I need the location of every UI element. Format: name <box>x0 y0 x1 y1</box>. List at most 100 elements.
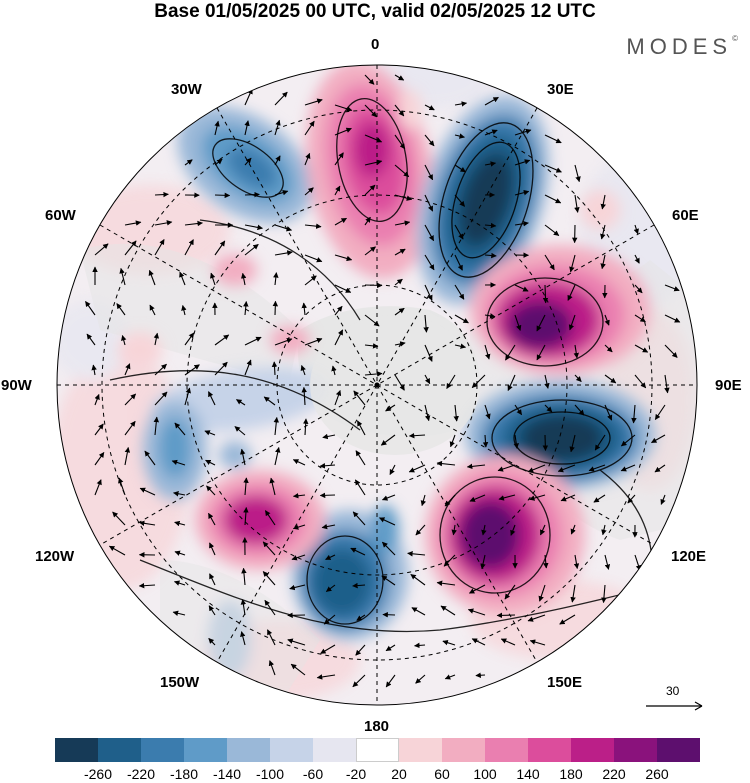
wind-vector-arrow <box>574 164 581 183</box>
wind-vector-arrow <box>334 152 344 166</box>
wind-vector-arrow <box>86 333 96 346</box>
wind-vector-arrow <box>91 364 97 376</box>
wind-vector-arrow <box>244 224 263 231</box>
wind-vector-arrow <box>209 542 216 556</box>
wind-vector-arrow <box>274 119 281 136</box>
wind-vector-arrow <box>304 275 317 286</box>
wind-vector-arrow <box>424 224 435 242</box>
wind-vector-arrow <box>573 554 580 570</box>
wind-vector-arrow <box>588 464 606 472</box>
wind-vector-arrow <box>267 629 276 646</box>
wind-vector-arrow <box>304 187 314 196</box>
wind-vector-arrow <box>484 96 499 106</box>
colorbar-segment <box>141 738 184 762</box>
wind-vector-arrow <box>594 434 606 451</box>
wind-vector-arrow <box>334 305 343 316</box>
wind-vector-arrow <box>627 494 636 504</box>
wind-vector-arrow <box>274 91 288 106</box>
wind-vector-arrow <box>289 584 306 591</box>
wind-vector-arrow <box>364 134 383 143</box>
wind-vector-arrow <box>394 278 403 286</box>
wind-vector-arrow <box>119 267 126 286</box>
wind-vector-arrow <box>382 541 396 556</box>
wind-vector-arrow <box>514 128 532 136</box>
wind-vector-arrow <box>121 334 127 346</box>
wind-vector-arrow <box>184 159 193 166</box>
wind-vector-arrow <box>660 494 666 505</box>
wind-vector-arrow <box>389 464 396 475</box>
wind-vector-arrow <box>94 479 102 496</box>
wind-vector-arrow <box>334 254 353 262</box>
wind-vector-arrow <box>274 155 281 166</box>
wind-vector-arrow <box>304 152 311 166</box>
wind-vector-arrow <box>454 343 467 349</box>
wind-vector-arrow <box>539 524 546 536</box>
wind-vector-arrow <box>601 524 607 536</box>
wind-vector-arrow <box>321 523 336 530</box>
wind-vector-arrow <box>292 459 306 466</box>
wind-vector-arrow <box>573 344 579 359</box>
wind-vector-arrow <box>334 127 352 136</box>
wind-vector-arrow <box>381 575 396 586</box>
wind-vector-arrow <box>334 104 353 112</box>
wind-vector-arrow <box>514 404 523 416</box>
wind-vector-arrow <box>171 459 186 466</box>
colorbar-tick-label: 180 <box>559 766 583 782</box>
wind-vector-arrow <box>244 359 252 376</box>
wind-vector-arrow <box>271 361 278 376</box>
wind-vector-arrow <box>154 239 165 256</box>
wind-vector-arrow <box>484 344 491 360</box>
wind-vector-arrow <box>364 246 376 256</box>
map-title: Base 01/05/2025 00 UTC, valid 02/05/2025… <box>154 1 596 22</box>
wind-vector-arrow <box>484 313 496 319</box>
wind-vector-arrow <box>394 374 405 391</box>
wind-vector-arrow <box>240 631 246 646</box>
wind-vector-arrow <box>292 524 306 530</box>
wind-vector-arrow <box>274 224 293 232</box>
wind-vector-arrow <box>664 284 680 292</box>
wind-vector-arrow <box>269 477 276 496</box>
wind-vector-arrow <box>604 554 611 570</box>
wind-vector-arrow <box>240 599 247 616</box>
wind-vector-arrow <box>620 434 636 447</box>
wind-vector-arrow <box>454 314 469 324</box>
wind-vector-arrow <box>214 120 220 136</box>
wind-vector-arrow <box>302 418 309 436</box>
wind-vector-arrow <box>424 344 433 362</box>
wind-vector-arrow <box>244 243 259 256</box>
wind-vector-arrow <box>94 393 100 406</box>
colorbar-tick-label: 60 <box>434 766 450 782</box>
wind-vector-arrow <box>604 314 610 326</box>
colorbar-segment <box>399 738 442 762</box>
wind-vector-arrow <box>364 314 380 327</box>
wind-vector-arrow <box>601 584 607 604</box>
wind-vector-arrow <box>108 545 126 556</box>
wind-vector-arrow <box>475 672 486 679</box>
wind-vector-arrow <box>481 524 487 536</box>
wind-vector-arrow <box>604 344 613 353</box>
wind-vector-arrow <box>301 302 307 316</box>
wind-vector-arrow <box>184 220 203 227</box>
wind-vector-arrow <box>394 341 406 347</box>
wind-vector-arrow <box>484 222 497 229</box>
wind-vector-arrow <box>454 133 465 139</box>
colorbar-tick-label: -140 <box>212 766 242 782</box>
wind-vector-arrow <box>514 189 530 196</box>
wind-vector-arrow <box>304 98 323 106</box>
wind-vector-arrow <box>527 464 546 473</box>
lon-label-150e: 150E <box>547 674 583 691</box>
wind-vector-arrow <box>334 217 347 226</box>
wind-vector-arrow <box>568 314 576 331</box>
wind-vector-arrow <box>527 614 546 622</box>
wind-vector-arrow <box>394 248 406 256</box>
wind-vector-arrow <box>467 608 486 616</box>
wind-vector-arrow <box>454 284 465 300</box>
wind-vector-arrow <box>274 250 293 256</box>
wind-vector-arrow <box>356 614 366 621</box>
wind-vector-arrow <box>394 164 410 178</box>
wind-vector-arrow <box>436 580 456 586</box>
wind-vector-arrow <box>385 674 396 688</box>
wind-vector-arrow <box>181 304 187 316</box>
wind-vector-arrow <box>364 184 376 196</box>
wind-vector-arrow <box>654 404 666 420</box>
